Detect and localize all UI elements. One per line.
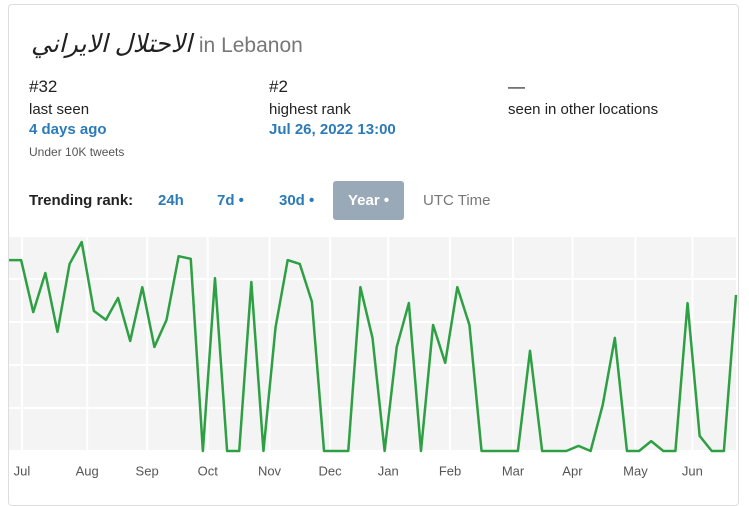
x-tick-label: Sep xyxy=(136,463,159,478)
x-tick-label: Aug xyxy=(76,463,99,478)
stat-value: — xyxy=(508,77,525,96)
x-tick-label: Jul xyxy=(14,463,31,478)
timezone[interactable]: UTC Time xyxy=(423,192,491,209)
stat-value: #32 xyxy=(29,77,58,96)
stat-value: #2 xyxy=(269,77,288,96)
x-tick-label: Jun xyxy=(682,463,703,478)
stat: — seen in other locations xyxy=(508,77,658,120)
title: الاحتلال الايراني in Lebanon xyxy=(31,29,303,59)
stat-label: seen in other locations xyxy=(508,101,659,118)
stat-detail: 4 days ago xyxy=(29,121,107,138)
tab[interactable]: Year • xyxy=(333,181,405,220)
tabs-label: Trending rank: xyxy=(29,192,134,209)
x-tick-label: May xyxy=(623,463,648,478)
x-tick-label: Dec xyxy=(319,463,343,478)
stat-detail: Jul 26, 2022 13:00 xyxy=(269,121,396,138)
stat-label: last seen xyxy=(29,101,90,118)
tab[interactable]: 7d • xyxy=(217,192,244,209)
trend-name: الاحتلال الايراني xyxy=(31,30,192,58)
stat: #2 highest rank Jul 26, 2022 13:00 xyxy=(269,77,396,140)
x-tick-label: Mar xyxy=(502,463,525,478)
stat-note: Under 10K tweets xyxy=(29,145,125,159)
line xyxy=(9,240,738,453)
x-tick-label: Feb xyxy=(439,463,461,478)
stat: #32 last seen 4 days ago Under 10K tweet… xyxy=(29,77,124,162)
stat-label: highest rank xyxy=(269,101,351,118)
x-tick-label: Apr xyxy=(562,463,583,478)
x-tick-label: Nov xyxy=(258,463,282,478)
x-tick-label: Oct xyxy=(198,463,219,478)
card: الاحتلال الايراني in Lebanon #32 last se… xyxy=(8,4,739,506)
x-tick-label: Jan xyxy=(378,463,399,478)
tab[interactable]: 30d • xyxy=(279,192,315,209)
tab[interactable]: 24h xyxy=(158,192,184,209)
location: in Lebanon xyxy=(198,34,303,57)
